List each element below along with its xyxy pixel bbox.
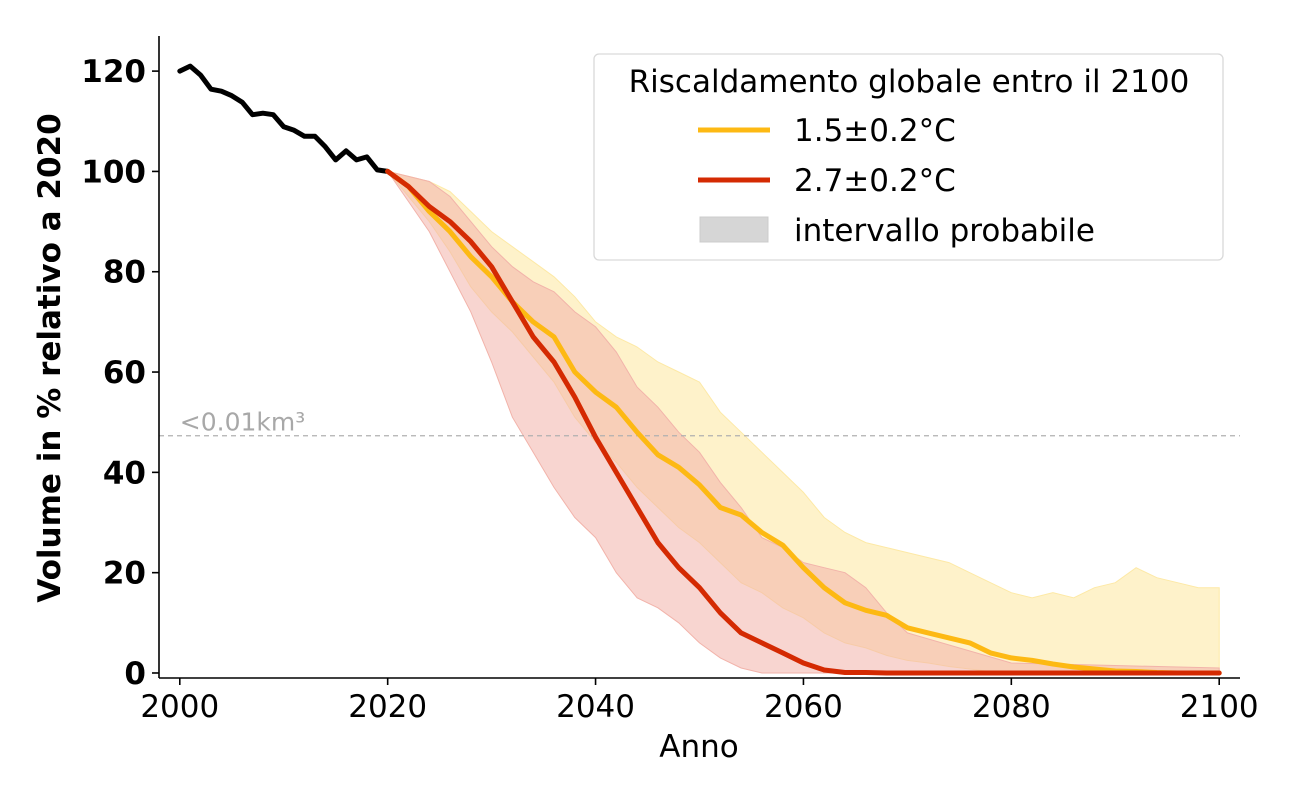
series-lines [177,63,1222,676]
x-tick-label: 2100 [1180,689,1259,725]
series-line-1-5-0-2-C [385,168,1222,676]
y-tick-label: 0 [124,656,146,692]
legend-frame [593,53,1224,261]
legend-title: Riscaldamento globale entro il 2100 [629,64,1190,100]
x-tick-label: 2080 [972,689,1051,725]
x-tick-label: 2020 [348,689,427,725]
y-tick-label: 100 [81,154,146,190]
x-tick-label: 2060 [764,689,843,725]
x-tick-label: 2040 [556,689,635,725]
y-ticks: 0 20 40 60 80 100 120 [81,54,159,692]
y-axis-title: Volume in % relativo a 2020 [32,113,68,602]
x-tick-label: 2000 [140,689,219,725]
threshold-label: <0.01km³ [180,408,305,437]
legend-swatch-range [699,216,769,243]
x-ticks: 2000 2020 2040 2060 2080 2100 [140,678,1259,725]
y-tick-label: 40 [103,455,146,491]
x-axis-title: Anno [659,729,738,765]
legend: Riscaldamento globale entro il 2100 1.5±… [593,53,1224,261]
series-line-historical [177,63,391,174]
y-tick-label: 20 [103,556,146,592]
y-tick-label: 60 [103,355,146,391]
axes: 2000 2020 2040 2060 2080 2100 020406080100120… [32,36,1259,765]
legend-label-2-7: 2.7±0.2°C [794,163,956,199]
legend-label-range: intervallo probabile [794,213,1095,249]
y-tick-label: 120 [81,54,146,90]
threshold-line-group: <0.01km³ [159,408,1240,437]
series-line-2-7-0-2-C [385,168,1222,676]
y-tick-label: 80 [103,255,146,291]
legend-label-1-5: 1.5±0.2°C [794,113,956,149]
